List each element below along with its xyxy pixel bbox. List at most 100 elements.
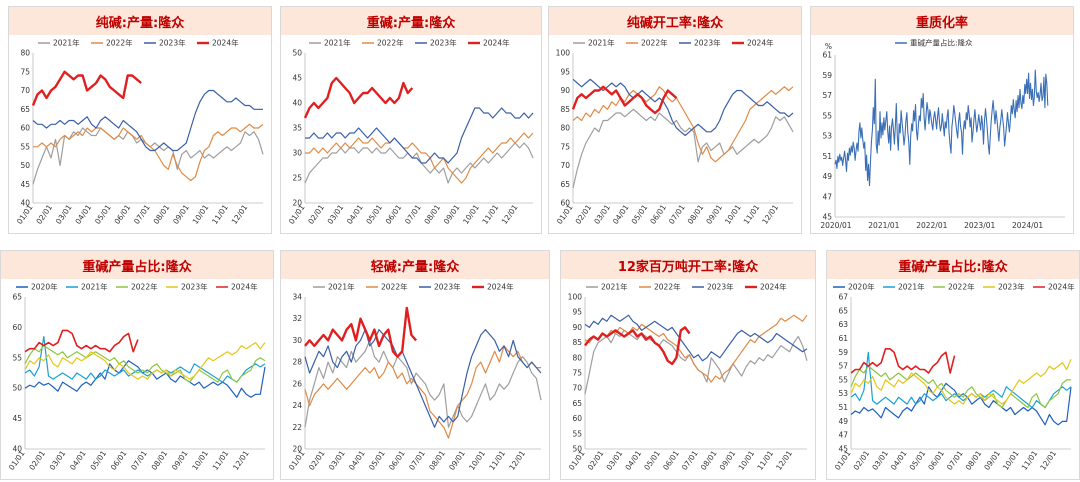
series-line-4 (850, 348, 956, 374)
y-tick-label: 60 (560, 199, 570, 208)
chart-svg: 606570758085909510001/0102/0103/0104/010… (555, 38, 794, 226)
legend-item: 2022年 (933, 282, 975, 292)
y-tick-label: 35 (292, 124, 302, 133)
y-tick-label: 80 (560, 124, 570, 133)
y-tick-label: 85 (560, 105, 570, 114)
y-tick-label: 49 (822, 172, 832, 181)
x-tick-label: 10/01 (467, 449, 487, 472)
x-tick-label: 09/01 (982, 449, 1002, 472)
y-tick-label: 55 (12, 353, 22, 362)
x-tick-label: 03/01 (605, 449, 625, 472)
y-tick-label: 55 (838, 375, 848, 384)
series-line-1 (584, 314, 808, 383)
legend-label: 2020年 (848, 282, 875, 292)
chart-title: 12家百万吨开工率:隆众 (561, 251, 815, 279)
x-tick-label: 04/01 (611, 203, 631, 226)
y-tick-label: 100 (568, 293, 583, 302)
x-tick-label: 12/01 (1038, 449, 1058, 472)
y-tick-label: 45 (20, 180, 30, 189)
chart-title: 轻碱:产量:隆众 (281, 251, 549, 279)
y-tick-label: 45 (12, 414, 22, 423)
y-tick-label: 61 (838, 334, 848, 343)
y-tick-label: 40 (292, 99, 302, 108)
legend-label: 2022年 (377, 38, 404, 48)
legend-item: 2021年 (309, 38, 351, 48)
chart-title: 重碱产量占比:隆众 (1, 251, 273, 279)
x-tick-label: 10/01 (723, 203, 743, 226)
x-tick-label: 03/01 (54, 203, 74, 226)
chart-panel-soda-ash-output: 纯碱:产量:隆众 40 45 50 55 60 65 70 75 80 01/01 02/01 03/… (8, 6, 272, 234)
x-tick-label: 07/01 (945, 449, 965, 472)
x-tick-label: 07/01 (132, 203, 152, 226)
x-tick-label: 05/01 (630, 203, 650, 226)
series-line-2 (32, 89, 263, 152)
x-tick-label: 05/01 (88, 449, 108, 472)
y-tick-label: 50 (292, 49, 302, 58)
y-tick-label: 50 (20, 161, 30, 170)
legend-label: 2022年 (948, 282, 975, 292)
x-tick-label: 08/01 (964, 449, 984, 472)
chart-svg: 45474951535557596163656701/0102/0103/010… (833, 282, 1075, 472)
y-tick-label: 65 (12, 293, 22, 302)
x-tick-label: 06/01 (112, 203, 132, 226)
y-tick-label: 95 (560, 67, 570, 76)
y-tick-label: 22 (292, 423, 302, 432)
x-tick-label: 12/01 (500, 203, 520, 226)
y-tick-label: 50 (12, 384, 22, 393)
x-tick-label: 12/01 (760, 203, 780, 226)
x-tick-label: 01/01 (555, 203, 575, 226)
x-tick-label: 07/01 (407, 449, 427, 472)
x-tick-label: 03/01 (870, 449, 890, 472)
legend-label: 2021年 (53, 38, 80, 48)
y-tick-label: 75 (20, 67, 30, 76)
series-line-2 (584, 314, 808, 362)
x-tick-label: 02/01 (307, 449, 327, 472)
legend-item: 2021年 (586, 282, 628, 292)
x-tick-label: 05/01 (93, 203, 113, 226)
series-line-2 (304, 328, 542, 428)
x-tick-label: 09/01 (170, 449, 190, 472)
x-tick-label: 01/01 (833, 449, 853, 472)
x-tick-label: 2021/01 (868, 221, 899, 230)
chart-panel-soda-ash-utilization: 纯碱开工率:隆众 60 65 70 75 80 85 90 95 100 01/01 02/01 03… (548, 6, 802, 234)
legend-item: 2024年 (468, 38, 510, 48)
series-line-1 (850, 351, 1072, 409)
legend-label: 2023年 (181, 282, 208, 292)
legend-item: 2022年 (366, 282, 408, 292)
series-line-2 (850, 365, 1071, 409)
legend-item: 2024年 (745, 282, 787, 292)
x-tick-label: 12/01 (507, 449, 527, 472)
legend-label: 2021年 (601, 282, 628, 292)
x-tick-label: 09/01 (171, 203, 191, 226)
chart-panel-12-plants-utilization: 12家百万吨开工率:隆众 50 55 60 65 70 75 80 85 90 95 100 01/0… (560, 250, 816, 480)
x-tick-label: 07/01 (680, 449, 700, 472)
legend-item: 2022年 (626, 38, 668, 48)
x-tick-label: 02/01 (306, 203, 326, 226)
y-tick-label: 57 (838, 362, 848, 371)
y-tick-label: 20 (292, 445, 302, 454)
y-tick-label: 65 (560, 180, 570, 189)
y-tick-label: 25 (292, 174, 302, 183)
chart-svg: 20 22 24 26 28 30 32 34 01/01 02/01 03/01 04/01 05/0… (287, 282, 542, 472)
y-tick-label: 61 (822, 51, 832, 60)
legend-item: 2022年 (116, 282, 158, 292)
y-tick-label: 34 (292, 293, 302, 302)
y-tick-label: 30 (292, 336, 302, 345)
y-tick-label: 40 (12, 445, 22, 454)
y-tick-label: 90 (572, 323, 582, 332)
legend-item: 2024年 (216, 282, 258, 292)
x-tick-label: 04/01 (73, 203, 93, 226)
chart-title: 重质化率 (811, 7, 1073, 35)
y-tick-label: 32 (292, 314, 302, 323)
x-tick-label: 07/01 (667, 203, 687, 226)
legend-item: 2021年 (38, 38, 80, 48)
y-tick-label: 55 (822, 111, 832, 120)
legend-label: 2021年 (588, 38, 615, 48)
y-tick-label: 60 (12, 323, 22, 332)
y-tick-label: 50 (572, 445, 582, 454)
x-tick-label: 05/01 (908, 449, 928, 472)
x-tick-label: 11/01 (210, 203, 230, 226)
y-tick-label: 75 (572, 369, 582, 378)
y-tick-label: 63 (838, 320, 848, 329)
x-tick-label: 06/01 (648, 203, 668, 226)
